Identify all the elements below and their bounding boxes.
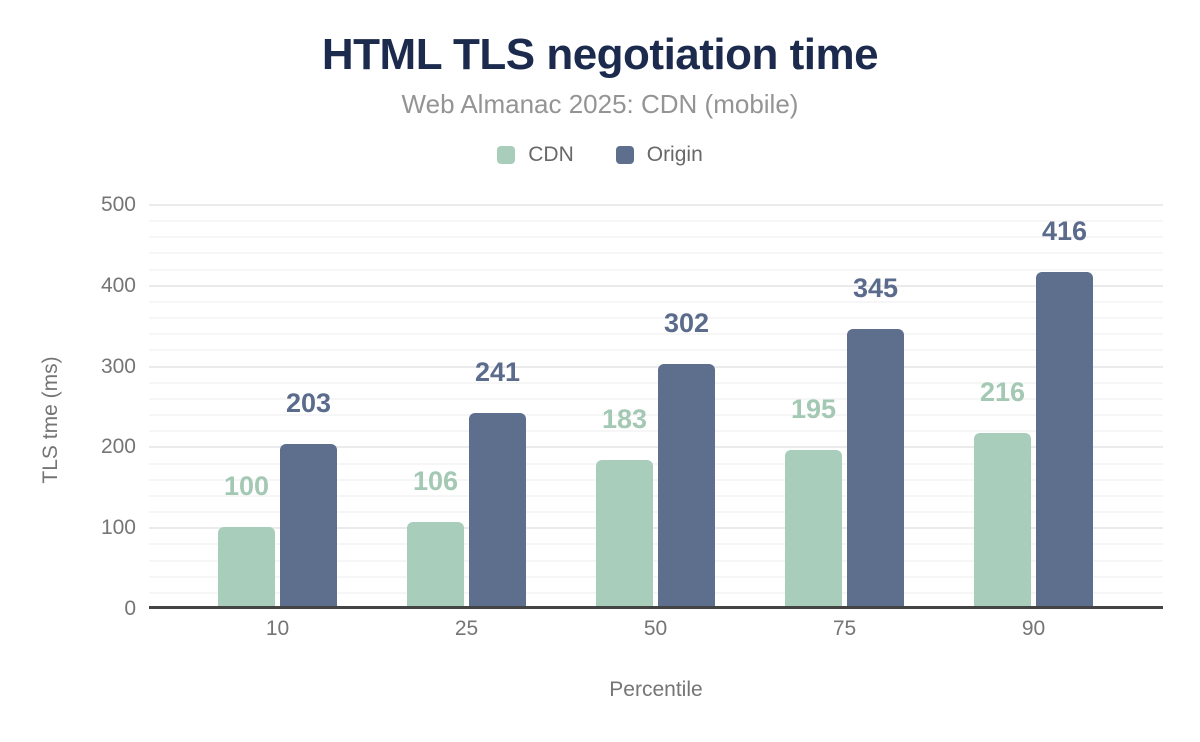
bar-origin-p25 [469,413,526,608]
x-tick-label: 25 [454,617,479,640]
legend-label: CDN [528,143,574,166]
bar-origin-p75 [847,329,904,608]
gridline-major [149,446,1163,449]
legend-label: Origin [646,143,703,166]
gridline-minor [149,381,1163,384]
gridline-minor [149,236,1163,239]
bar-value-label: 183 [601,404,648,435]
gridline-minor [149,252,1163,255]
legend-swatch-origin [615,146,634,164]
x-axis-title: Percentile [609,678,703,701]
y-tick-label: 400 [100,273,136,297]
bar-value-label: 345 [852,273,899,304]
legend: CDN Origin [0,143,1200,167]
gridline-minor [149,543,1163,546]
bar-value-label: 416 [1041,215,1088,246]
legend-swatch-cdn [497,146,516,164]
gridline-minor [149,414,1163,417]
gridline-minor [149,397,1163,400]
x-axis-ticks: 10 25 50 75 90 [149,617,1163,647]
gridline-minor [149,220,1163,223]
x-tick-label: 50 [643,617,668,640]
bar-cdn-p10 [218,527,275,608]
y-axis-ticks: 0 100 200 300 400 500 [0,193,136,620]
bar-origin-p90 [1036,271,1093,608]
gridline-minor [149,494,1163,497]
bar-value-label: 195 [790,394,837,425]
bar-cdn-p25 [407,522,464,608]
gridline-minor [149,591,1163,594]
gridline-major [149,284,1163,287]
chart-title: HTML TLS negotiation time [321,30,879,79]
bar-value-label: 216 [979,377,1026,408]
y-tick-label: 500 [100,193,136,216]
legend-item-origin: Origin [615,143,703,167]
gridline-minor [149,349,1163,352]
bar-value-label: 302 [663,307,710,338]
gridline-minor [149,300,1163,303]
chart-subtitle: Web Almanac 2025: CDN (mobile) [401,89,799,119]
gridline-minor [149,268,1163,271]
x-tick-label: 90 [1021,617,1046,640]
bar-value-label: 106 [412,466,459,497]
bar-cdn-p75 [785,450,842,608]
bar-origin-p50 [658,363,715,608]
bar-cdn-p50 [596,460,653,608]
bar-value-label: 100 [223,471,270,502]
plot-area: 100 203 106 241 183 302 195 345 216 416 [149,204,1163,609]
gridline-minor [149,478,1163,481]
gridline-major [149,365,1163,368]
gridline-major [149,527,1163,530]
y-tick-label: 200 [100,435,136,459]
x-tick-label: 75 [832,617,857,640]
gridline-minor [149,333,1163,336]
gridline-minor [149,559,1163,562]
gridline-minor [149,462,1163,465]
y-tick-label: 300 [100,354,136,378]
y-tick-label: 100 [100,516,136,540]
x-axis-line [149,606,1163,609]
bar-value-label: 241 [474,357,521,388]
gridline-minor [149,430,1163,433]
gridline-minor [149,511,1163,514]
bar-origin-p10 [280,443,337,608]
x-tick-label: 10 [265,617,290,640]
bar-value-label: 203 [285,387,332,418]
legend-item-cdn: CDN [497,143,574,167]
y-tick-label: 0 [124,597,136,620]
gridline-minor [149,575,1163,578]
bar-cdn-p90 [974,433,1031,608]
gridline-major [149,204,1163,206]
gridline-minor [149,317,1163,320]
